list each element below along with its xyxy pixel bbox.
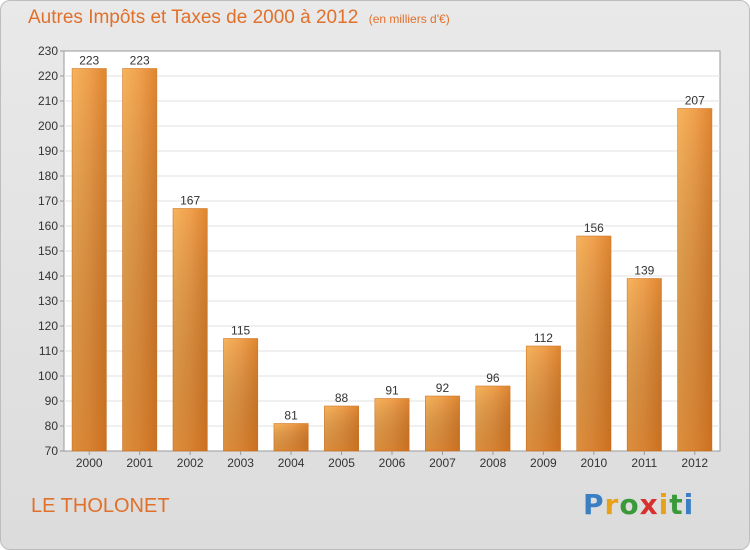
bar-shade [72, 68, 107, 451]
data-label: 96 [486, 371, 500, 385]
y-tick-label: 190 [38, 144, 58, 158]
x-tick-label: 2000 [76, 456, 103, 470]
bar-shade [526, 346, 561, 451]
x-tick-label: 2006 [379, 456, 406, 470]
y-tick-label: 80 [45, 419, 59, 433]
data-label: 223 [130, 54, 150, 68]
bar-shade [576, 236, 612, 451]
x-tick-label: 2002 [177, 456, 204, 470]
x-axis-ticks: 2000 2001 2002 2003 2004 2005 2006 2007 2008 2009… [76, 451, 708, 470]
chart-title: Autres Impôts et Taxes de 2000 à 2012 [28, 7, 359, 28]
data-label: 115 [231, 324, 250, 338]
logo-letter: t [669, 488, 684, 521]
y-tick-label: 120 [38, 319, 58, 333]
title-row: Autres Impôts et Taxes de 2000 à 2012 (e… [28, 7, 450, 29]
data-label: 156 [584, 221, 604, 235]
y-tick-label: 230 [38, 44, 58, 58]
bar-shade [475, 386, 511, 451]
bar-shade [324, 406, 359, 451]
x-tick-label: 2012 [681, 456, 708, 470]
x-tick-label: 2010 [580, 456, 607, 470]
data-labels: 223 223 167 115 81 88 91 92 96 112 156 139 207 [79, 54, 705, 423]
y-tick-label: 170 [38, 194, 58, 208]
x-tick-label: 2005 [328, 456, 355, 470]
proxiti-logo: Proxiti [583, 488, 694, 521]
y-tick-label: 110 [39, 344, 58, 358]
x-tick-label: 2009 [530, 456, 557, 470]
bar-shade [627, 278, 662, 451]
logo-letter: i [658, 488, 670, 521]
y-tick-label: 100 [38, 369, 58, 383]
bar-shade [677, 108, 712, 451]
y-tick-label: 140 [38, 269, 58, 283]
bar-shade [374, 398, 410, 451]
logo-letter: o [619, 488, 640, 521]
y-axis-ticks: 70 80 90 100 110 120 130 140 150 160 170 180 190 200 2… [38, 44, 64, 458]
logo-letter: P [583, 488, 605, 521]
logo-letter: r [604, 488, 620, 521]
bar-shade [122, 68, 157, 451]
y-tick-label: 220 [38, 69, 58, 83]
chart-subtitle: (en milliers d'€) [368, 12, 450, 26]
bar-shade [223, 338, 258, 451]
data-label: 91 [385, 384, 399, 398]
bar-shade [273, 423, 309, 451]
data-label: 81 [284, 409, 298, 423]
data-label: 167 [180, 194, 200, 208]
x-tick-label: 2003 [227, 456, 254, 470]
data-label: 92 [436, 381, 450, 395]
commune-name: LE THOLONET [31, 495, 170, 517]
y-tick-label: 180 [38, 169, 58, 183]
bar-shade [425, 396, 460, 451]
y-tick-label: 90 [45, 394, 59, 408]
y-tick-label: 160 [38, 219, 58, 233]
x-tick-label: 2008 [480, 456, 507, 470]
logo-letter: i [683, 488, 695, 521]
y-tick-label: 70 [45, 444, 59, 458]
y-tick-label: 210 [38, 94, 58, 108]
data-label: 207 [685, 94, 705, 108]
x-tick-label: 2007 [429, 456, 456, 470]
logo-letter: x [639, 488, 659, 521]
x-tick-label: 2011 [631, 456, 657, 470]
y-tick-label: 150 [38, 244, 58, 258]
data-label: 88 [335, 391, 349, 405]
y-tick-label: 130 [38, 294, 58, 308]
data-label: 223 [79, 54, 99, 68]
x-tick-label: 2001 [126, 456, 153, 470]
bar-shade [172, 208, 208, 451]
y-tick-label: 200 [38, 119, 58, 133]
x-tick-label: 2004 [278, 456, 305, 470]
bars [71, 68, 713, 452]
data-label: 112 [534, 331, 553, 345]
data-label: 139 [634, 264, 654, 278]
